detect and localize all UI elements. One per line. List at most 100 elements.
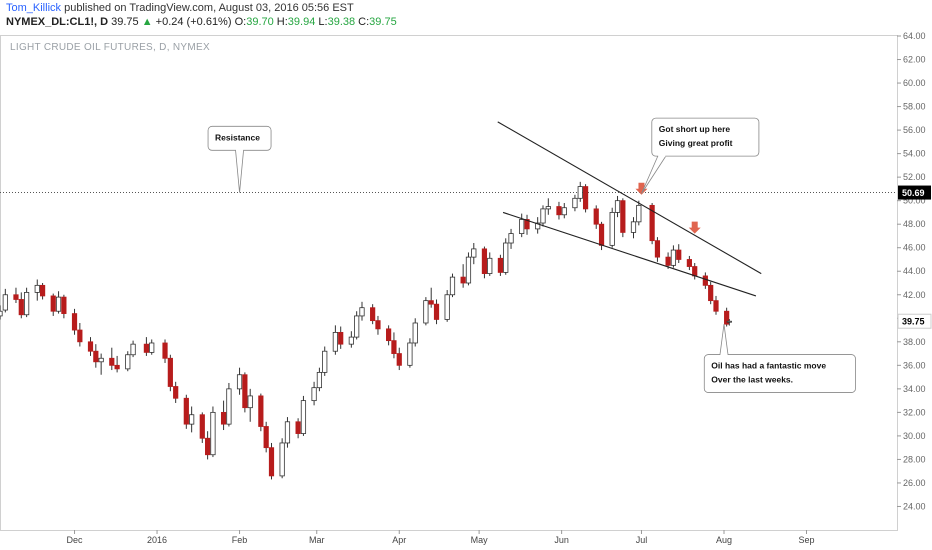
candle — [93, 344, 99, 368]
candle — [130, 340, 136, 358]
candle-body — [247, 395, 253, 409]
trendline[interactable] — [497, 121, 762, 275]
y-tick-label: 60.00 — [903, 78, 926, 88]
candle-body — [370, 307, 376, 322]
candle — [665, 252, 671, 269]
price-axis[interactable]: 24.00 26.00 28.00 30.00 32.00 34.00 36.00 38.00… — [897, 31, 926, 511]
candle — [481, 246, 488, 279]
candle — [503, 238, 509, 275]
close-value: 39.75 — [369, 16, 397, 28]
candle-body — [630, 221, 637, 233]
trendline[interactable] — [502, 211, 757, 297]
publish-info: Tom_Killick published on TradingView.com… — [6, 2, 354, 14]
trendlines[interactable] — [497, 121, 762, 297]
x-tick-label: Sep — [798, 535, 814, 545]
candle-body — [386, 328, 392, 342]
y-tick-label: 44.00 — [903, 266, 926, 276]
candle-body — [13, 294, 19, 300]
candle — [311, 381, 317, 406]
y-tick-label: 38.00 — [903, 337, 926, 347]
candle — [226, 382, 232, 427]
candle-body — [236, 374, 243, 390]
candle-body — [692, 266, 698, 277]
candle-body — [242, 374, 248, 409]
candlestick-chart[interactable]: LIGHT CRUDE OIL FUTURES, D, NYMEX 24.002… — [0, 30, 932, 550]
candle — [449, 273, 456, 298]
candle-body — [316, 371, 323, 389]
last-price: 39.75 — [111, 16, 139, 28]
change-value: +0.24 (+0.61%) — [155, 16, 232, 28]
y-tick-label: 50.00 — [903, 196, 926, 206]
callout[interactable]: Got short up here Giving great profit — [641, 117, 760, 194]
candle-body — [143, 343, 149, 353]
candle — [50, 293, 56, 316]
candle-body — [497, 257, 504, 273]
candle — [386, 325, 392, 346]
candle-body — [18, 299, 24, 316]
candle — [686, 255, 692, 271]
candle — [593, 205, 599, 229]
candle — [348, 331, 354, 348]
candle — [109, 347, 115, 371]
candle — [173, 381, 179, 403]
candle-body — [471, 248, 477, 258]
price-labels: 50.69 39.75 — [897, 185, 932, 329]
candle — [338, 326, 344, 349]
y-tick-label: 30.00 — [903, 431, 926, 441]
y-tick-label: 46.00 — [903, 243, 926, 253]
author-link[interactable]: Tom_Killick — [6, 2, 62, 14]
candle — [724, 307, 730, 327]
candle-body — [300, 400, 307, 434]
candle — [205, 431, 211, 460]
candle-body — [572, 197, 578, 209]
candle-body — [348, 336, 354, 345]
candle — [433, 299, 440, 325]
y-tick-label: 26.00 — [903, 478, 926, 488]
candle-body — [332, 331, 338, 352]
candle-body — [125, 354, 131, 370]
high-label: H: — [276, 16, 288, 28]
candle — [519, 213, 525, 238]
candle — [242, 372, 248, 413]
candle — [428, 287, 434, 308]
candle — [676, 244, 682, 264]
open-label: O: — [234, 16, 247, 28]
callout[interactable]: Resistance — [207, 125, 272, 193]
candle — [582, 184, 589, 213]
candle — [247, 388, 253, 422]
change-up-icon: ▲ — [141, 16, 153, 28]
y-tick-label: 56.00 — [903, 125, 926, 135]
candle — [708, 281, 714, 305]
candle — [620, 198, 626, 238]
candle-body — [577, 186, 583, 199]
candle-body — [503, 242, 509, 273]
callout-pointer — [235, 150, 244, 193]
candle — [268, 442, 275, 480]
candle-body — [654, 240, 661, 258]
price-tag-label: 39.75 — [902, 317, 925, 327]
time-axis[interactable]: Dec 2016 Feb Mar Apr May Jun Jul Aug Sep — [0, 530, 897, 545]
candle — [391, 332, 397, 359]
candle-body — [519, 219, 525, 235]
plot-area[interactable] — [0, 35, 898, 531]
candle — [279, 438, 285, 479]
candle — [332, 325, 338, 355]
candle — [183, 394, 189, 429]
candle-body — [508, 233, 514, 244]
y-tick-label: 32.00 — [903, 407, 926, 417]
candle — [24, 287, 30, 318]
callout[interactable]: Oil has had a fantastic move Over the las… — [703, 324, 856, 393]
candle-body — [322, 350, 328, 373]
candle — [649, 203, 655, 245]
x-tick-label: Jul — [636, 535, 648, 545]
callouts[interactable]: Resistance Got short up here Giving great … — [207, 117, 856, 393]
y-tick-label: 48.00 — [903, 219, 926, 229]
candle-body — [676, 249, 682, 260]
candle — [423, 297, 429, 326]
candle-body — [449, 276, 456, 296]
candle-body — [702, 275, 708, 286]
candle — [220, 400, 227, 431]
candle — [167, 354, 173, 392]
x-tick-label: Jun — [554, 535, 569, 545]
candle-body — [535, 222, 541, 230]
